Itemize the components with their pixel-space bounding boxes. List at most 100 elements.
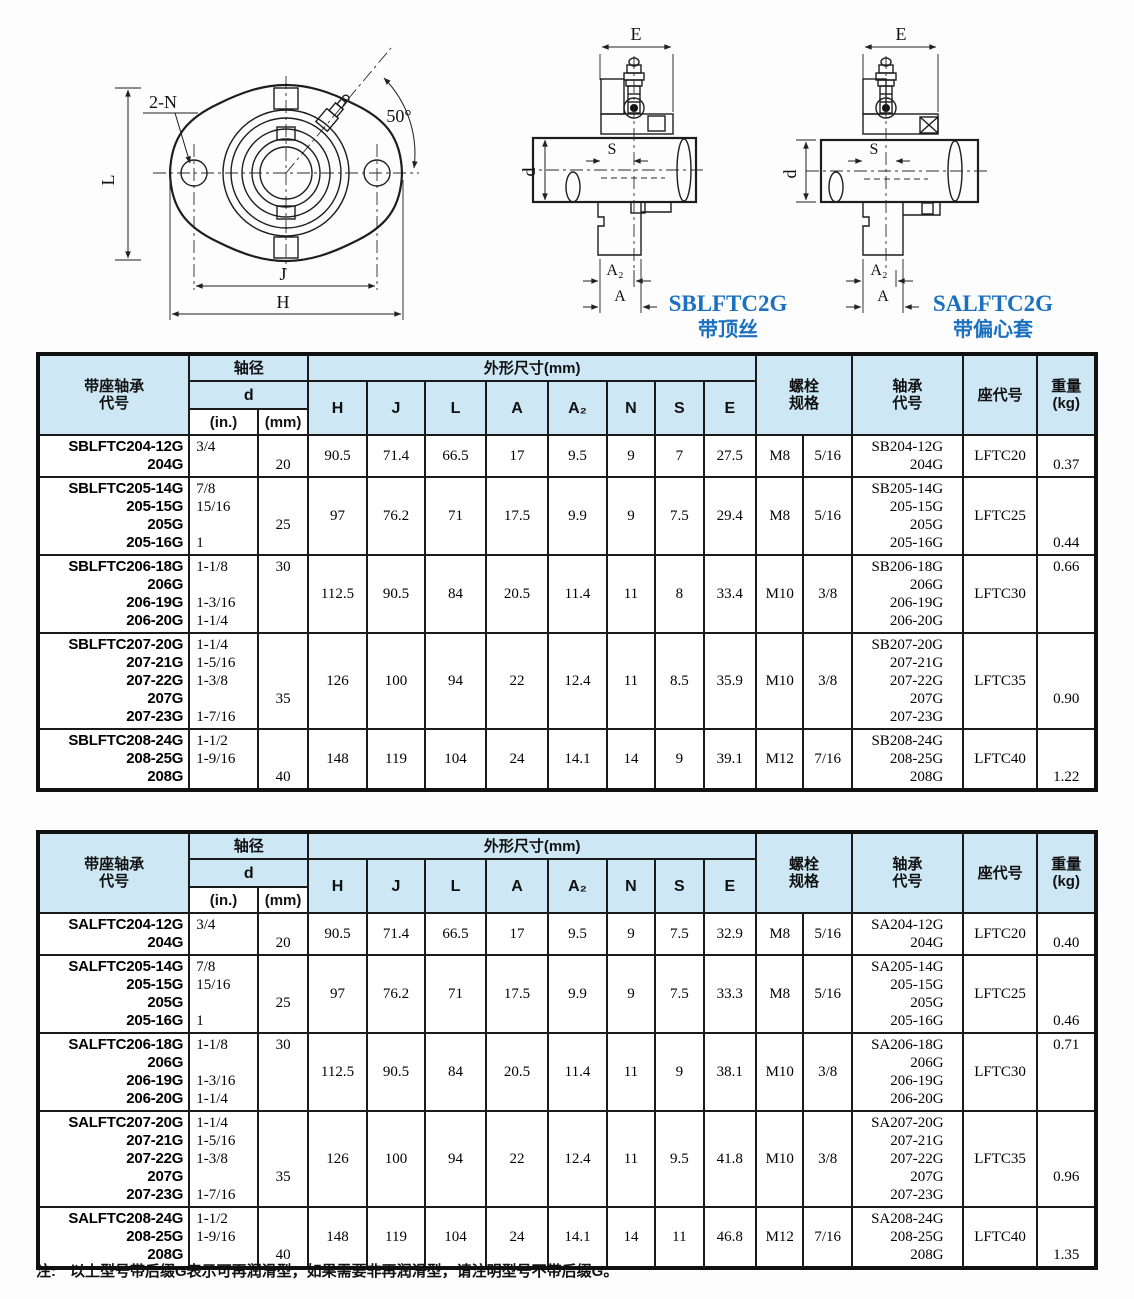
table-row: SBLFTC208-24G 208-25G 208G 1-1/2 1-9/16 4… xyxy=(36,728,1097,791)
housing-code-cell: LFTC30 xyxy=(961,1032,1039,1112)
unit-code-cell: SALFTC205-14G 205-15G 205G 205-16G xyxy=(36,954,191,1034)
col-header-E: E xyxy=(702,858,758,914)
col-header-unit-code: 带座轴承 代号 xyxy=(36,831,191,914)
col-header-in: (in.) xyxy=(188,886,259,914)
dim-A-cell: 17 xyxy=(484,434,550,478)
bearing-code-lines: SA205-14G 205-15G 205G 205-16G xyxy=(871,959,944,1029)
bearing-code-lines: SA206-18G 206G 206-19G 206-20G xyxy=(871,1037,944,1107)
col-header-dims-group: 外形尺寸(mm) xyxy=(307,831,758,860)
sblftc-section-drawing: E d S A₂ A SBLFTC2G 带顶丝 xyxy=(519,24,788,341)
col-header-in: (in.) xyxy=(188,408,259,436)
dim-E-cell: 32.9 xyxy=(702,912,758,956)
weight-cell: 1.35 xyxy=(1036,1206,1097,1269)
col-header-dims-group: 外形尺寸(mm) xyxy=(307,353,758,382)
salftc-caption-title: SALFTC2G xyxy=(933,291,1053,316)
col-header-S: S xyxy=(654,858,705,914)
weight-cell: 1.22 xyxy=(1036,728,1097,791)
dim-E-cell: 39.1 xyxy=(702,728,758,791)
bolt-metric-cell: M8 xyxy=(755,954,805,1034)
unit-code-cell: SBLFTC205-14G 205-15G 205G 205-16G xyxy=(36,476,191,556)
table-row: SALFTC208-24G 208-25G 208G 1-1/2 1-9/16 4… xyxy=(36,1206,1097,1269)
bearing-code-cell: SA205-14G 205-15G 205G 205-16G xyxy=(850,954,964,1034)
table-header: 带座轴承 代号 轴径 外形尺寸(mm) 螺栓 规格 轴承 代号 座代号 重量 (… xyxy=(36,353,1097,436)
col-header-housing-code: 座代号 xyxy=(961,353,1039,436)
unit-code-cell: SBLFTC204-12G 204G xyxy=(36,434,191,478)
housing-section xyxy=(597,202,642,256)
col-header-H: H xyxy=(307,858,368,914)
table-row: SBLFTC204-12G 204G 3/4 20 90.5 71.4 66.5 17 9.… xyxy=(36,434,1097,478)
dim-E-cell: 46.8 xyxy=(702,1206,758,1269)
bolt-hole-right xyxy=(363,159,391,187)
housing-code-cell: LFTC20 xyxy=(961,912,1039,956)
housing-code-cell: LFTC30 xyxy=(961,554,1039,634)
dim-A2-cell: 11.4 xyxy=(547,1032,608,1112)
dim-e-label: E xyxy=(631,24,642,44)
col-header-N: N xyxy=(605,380,657,436)
dim-A-cell: 17.5 xyxy=(484,954,550,1034)
dim-a2-label: A₂ xyxy=(870,262,887,279)
dim-N-cell: 14 xyxy=(605,728,657,791)
sblftc-caption-sub: 带顶丝 xyxy=(698,317,758,341)
dim-s-label: S xyxy=(608,141,617,158)
dim-A-cell: 24 xyxy=(484,1206,550,1269)
bolt-inch-cell: 3/8 xyxy=(802,1032,853,1112)
dim-A2-cell: 11.4 xyxy=(547,554,608,634)
dim-A-cell: 20.5 xyxy=(484,1032,550,1112)
col-header-S: S xyxy=(654,380,705,436)
bolt-metric-cell: M8 xyxy=(755,434,805,478)
shaft-dia-mm-cell: 30 xyxy=(256,1032,310,1112)
salftc-section-drawing: E d S A₂ A SALFTC2G 带偏心套 xyxy=(780,24,1053,341)
dim-S-cell: 9.5 xyxy=(654,1110,705,1208)
bearing-code-cell: SA208-24G 208-25G 208G xyxy=(850,1206,964,1269)
col-header-shaft-dia: 轴径 xyxy=(188,831,310,860)
table-row: SBLFTC207-20G 207-21G 207-22G 207G 207-2… xyxy=(36,632,1097,730)
col-header-mm: (mm) xyxy=(256,886,310,914)
bearing-code-lines: SB207-20G 207-21G 207-22G 207G 207-23G xyxy=(871,637,944,725)
dim-H-cell: 126 xyxy=(307,1110,368,1208)
col-header-weight: 重量 (kg) xyxy=(1036,353,1097,436)
dim-L-cell: 66.5 xyxy=(424,912,487,956)
shaft-dia-mm-cell: 20 xyxy=(256,912,310,956)
dim-L-cell: 94 xyxy=(424,632,487,730)
dim-A2-cell: 9.9 xyxy=(547,476,608,556)
bearing-code-cell: SA204-12G 204G xyxy=(850,912,964,956)
bolt-metric-cell: M12 xyxy=(755,728,805,791)
dim-E-cell: 33.3 xyxy=(702,954,758,1034)
bearing-code-lines: SB208-24G 208-25G 208G xyxy=(871,733,944,785)
housing-section xyxy=(862,202,904,256)
dim-J-cell: 90.5 xyxy=(365,554,427,634)
technical-drawings: 50° 2-N L J H xyxy=(0,0,1134,348)
bolt-metric-cell: M8 xyxy=(755,912,805,956)
dim-L-cell: 84 xyxy=(424,554,487,634)
dim-s-label: S xyxy=(870,141,879,158)
unit-code-cell: SBLFTC208-24G 208-25G 208G xyxy=(36,728,191,791)
housing-code-cell: LFTC35 xyxy=(961,1110,1039,1208)
col-header-weight: 重量 (kg) xyxy=(1036,831,1097,914)
footnote-text: 以上型号带后缀G表示可再润滑型，如果需要非再润滑型，请注明型号不带后缀G。 xyxy=(70,1263,619,1280)
salftc-table: 带座轴承 代号 轴径 外形尺寸(mm) 螺栓 规格 轴承 代号 座代号 重量 (… xyxy=(36,830,1098,1270)
dim-A-cell: 22 xyxy=(484,632,550,730)
dim-L-cell: 104 xyxy=(424,1206,487,1269)
dim-A2-cell: 9.5 xyxy=(547,912,608,956)
shaft-dia-mm-cell: 25 xyxy=(256,476,310,556)
weight-cell: 0.71 xyxy=(1036,1032,1097,1112)
dim-N-cell: 14 xyxy=(605,1206,657,1269)
table-row: SALFTC204-12G 204G 3/4 20 90.5 71.4 66.5 17 9.… xyxy=(36,912,1097,956)
bolt-hole-left xyxy=(180,159,208,187)
dim-J-cell: 119 xyxy=(365,1206,427,1269)
bearing-code-lines: SA208-24G 208-25G 208G xyxy=(871,1211,944,1263)
col-header-N: N xyxy=(605,858,657,914)
bearing-code-cell: SB204-12G 204G xyxy=(850,434,964,478)
bolt-inch-cell: 3/8 xyxy=(802,632,853,730)
bearing-code-lines: SA207-20G 207-21G 207-22G 207G 207-23G xyxy=(871,1115,944,1203)
weight-cell: 0.66 xyxy=(1036,554,1097,634)
dim-h-label: H xyxy=(277,292,290,312)
shaft-dia-mm-cell: 40 xyxy=(256,1206,310,1269)
shaft-dia-mm-cell: 35 xyxy=(256,632,310,730)
bore xyxy=(259,146,313,200)
dim-H-cell: 126 xyxy=(307,632,368,730)
bearing-code-lines: SA204-12G 204G xyxy=(871,917,944,951)
shaft-dia-in-cell: 7/8 15/16 1 xyxy=(188,954,259,1034)
weight-cell: 0.96 xyxy=(1036,1110,1097,1208)
col-header-bearing-code: 轴承 代号 xyxy=(850,831,964,914)
